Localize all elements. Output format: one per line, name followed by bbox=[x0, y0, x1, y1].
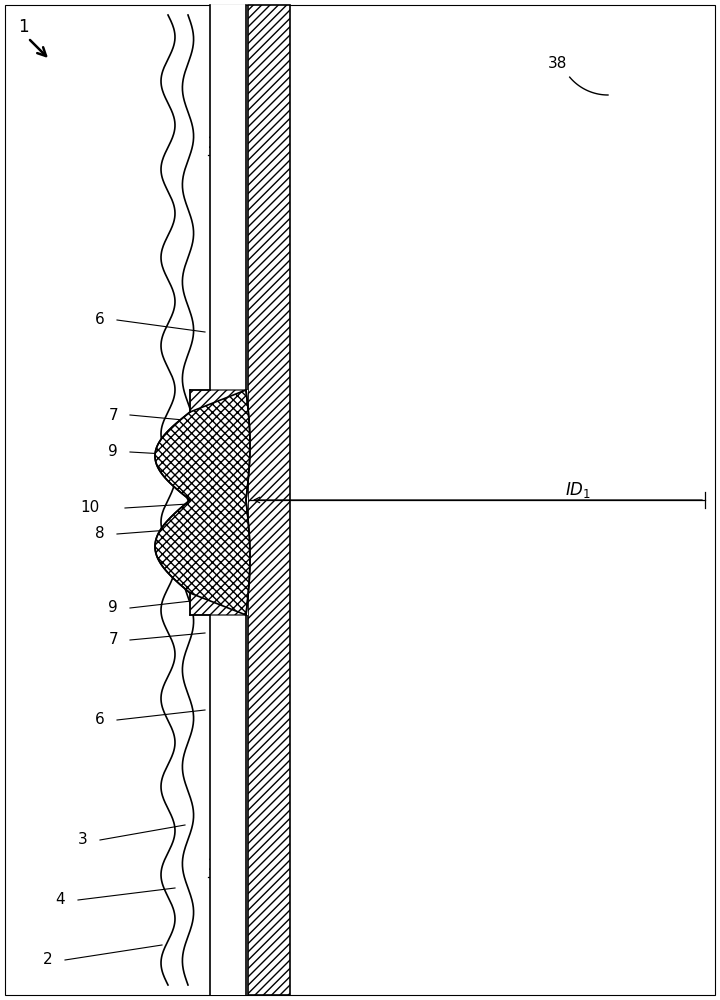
Text: 6: 6 bbox=[95, 312, 105, 328]
Text: 9: 9 bbox=[108, 600, 118, 615]
Text: 7: 7 bbox=[109, 408, 118, 422]
Text: 2: 2 bbox=[42, 952, 52, 968]
Bar bbox=[248, 5, 290, 995]
Text: 7: 7 bbox=[109, 633, 118, 648]
Text: 202: 202 bbox=[207, 136, 236, 151]
Polygon shape bbox=[155, 390, 250, 615]
Bar bbox=[210, 5, 246, 390]
Text: 9: 9 bbox=[108, 444, 118, 460]
Polygon shape bbox=[190, 571, 246, 615]
Text: 8: 8 bbox=[95, 526, 105, 542]
Bar bbox=[246, 390, 248, 615]
Text: 1: 1 bbox=[18, 18, 29, 36]
Polygon shape bbox=[190, 390, 246, 434]
Text: 201: 201 bbox=[207, 858, 236, 873]
Text: 3: 3 bbox=[78, 832, 88, 848]
Bar bbox=[210, 615, 246, 995]
Text: $\mathit{ID}_1$: $\mathit{ID}_1$ bbox=[565, 480, 591, 500]
Text: 6: 6 bbox=[95, 712, 105, 728]
Text: 38: 38 bbox=[548, 56, 567, 71]
Text: 10: 10 bbox=[81, 500, 100, 516]
Bar bbox=[248, 5, 290, 995]
Text: 4: 4 bbox=[55, 892, 65, 908]
